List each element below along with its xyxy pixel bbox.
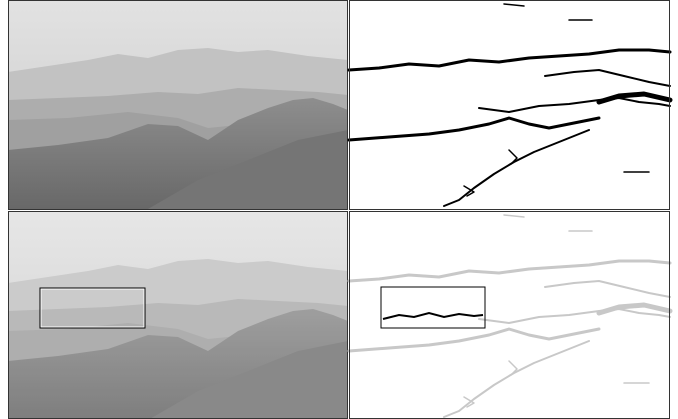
page <box>0 0 678 419</box>
edge-map <box>349 0 670 210</box>
original-image <box>8 0 348 210</box>
highlighted-edge-map <box>349 211 670 419</box>
figure <box>0 0 678 419</box>
selected-image <box>8 211 348 419</box>
